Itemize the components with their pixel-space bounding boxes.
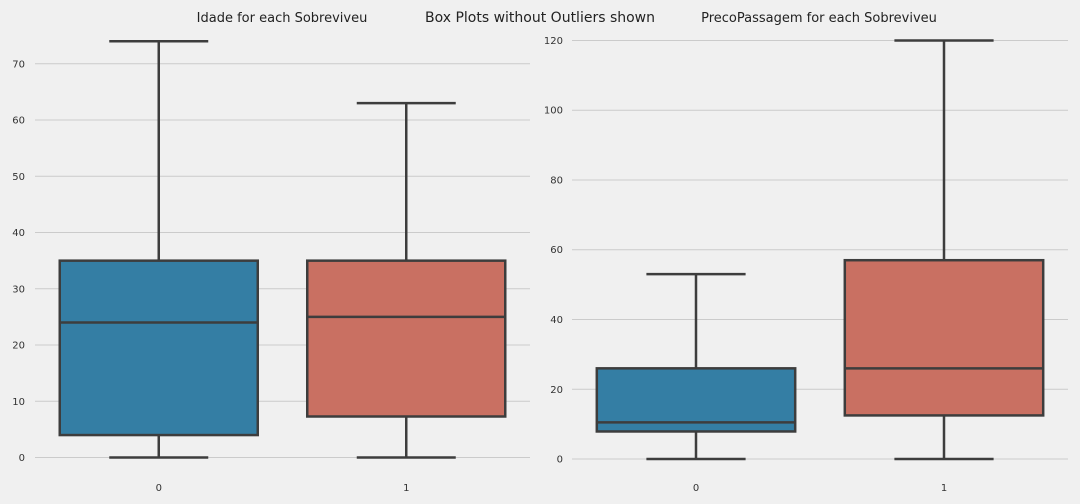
y-tick-label-0: 0 [557,455,563,466]
figure-suptitle: Box Plots without Outliers shown [425,10,655,26]
panel-precopassagem: PrecoPassagem for each Sobreviveu 0 20 40 6… [544,11,1068,494]
y-tick-label-40: 40 [12,228,25,239]
y-tick-label-80: 80 [550,175,563,186]
y-tick-label-60: 60 [550,245,563,256]
box-0 [595,272,797,461]
box-0 [58,40,259,459]
x-tick-label-0: 0 [156,483,162,494]
iqr-box [306,259,507,418]
y-tick-label-100: 100 [544,106,563,117]
y-tick-label-20: 20 [12,341,25,352]
box-1 [843,39,1045,461]
iqr-box [843,258,1045,417]
panel-title-idade: Idade for each Sobreviveu [197,11,368,26]
iqr-box [58,259,259,437]
x-tick-label-1: 1 [941,483,947,494]
y-tick-label-30: 30 [12,284,25,295]
y-tick-label-120: 120 [544,36,563,47]
panel-idade: Idade for each Sobreviveu 01020304050607… [12,11,530,494]
y-tick-label-50: 50 [12,172,25,183]
y-tick-label-40: 40 [550,315,563,326]
y-tick-label-0: 0 [19,453,25,464]
y-tick-label-70: 70 [12,59,25,70]
panel-title-precopassagem: PrecoPassagem for each Sobreviveu [701,11,937,26]
y-tick-label-20: 20 [550,385,563,396]
y-tick-label-10: 10 [12,397,25,408]
x-tick-label-0: 0 [693,483,699,494]
x-tick-label-1: 1 [403,483,409,494]
y-tick-label-60: 60 [12,116,25,127]
iqr-box [595,367,797,433]
box-1 [306,101,507,459]
